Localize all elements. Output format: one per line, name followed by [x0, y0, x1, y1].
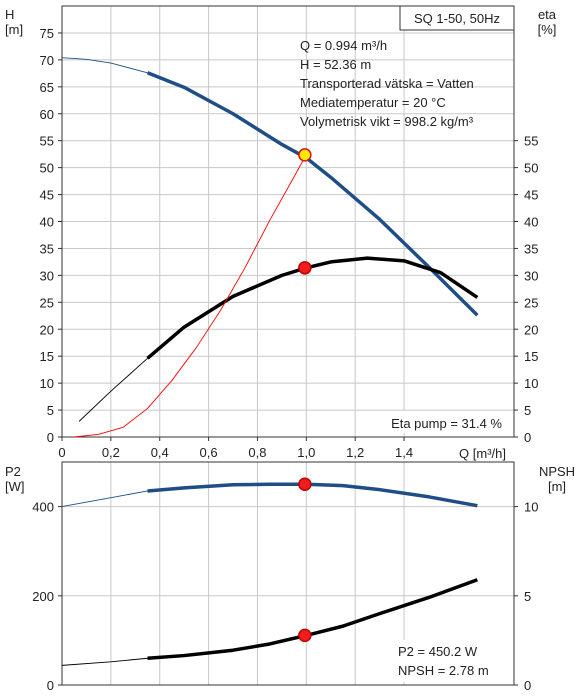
x-tick-label: 0,4 [151, 445, 169, 460]
y-right-tick-label: 20 [524, 322, 538, 337]
x-tick-label: 0,8 [248, 445, 266, 460]
y-right-tick-label: 25 [524, 295, 538, 310]
eta-label-background [370, 411, 510, 433]
y-left-tick-label: 40 [40, 215, 54, 230]
y-left-tick-label: 200 [32, 589, 54, 604]
bottom-y-right-label-1: NPSH [539, 464, 575, 479]
x-tick-label: 0,6 [200, 445, 218, 460]
series-line-extrapolated [78, 358, 148, 422]
info-line-liquid: Transporterad vätska = Vatten [300, 76, 474, 91]
bottom-series [61, 482, 478, 666]
x-tick-label: 1,2 [346, 445, 364, 460]
bottom-y-left-label-2: [W] [5, 479, 25, 494]
y-left-tick-label: 0 [47, 678, 54, 693]
y-right-tick-label: 0 [524, 430, 531, 445]
y-left-tick-label: 5 [47, 403, 54, 418]
bottom-plot-frame [61, 461, 515, 686]
top-y-left-label-2: [m] [5, 22, 23, 37]
chart-title: SQ 1-50, 50Hz [414, 11, 500, 26]
chart-title-box [399, 5, 515, 31]
y-left-tick-label: 65 [40, 80, 54, 95]
info-line-q: Q = 0.994 m³/h [300, 38, 387, 53]
y-right-tick-label: 45 [524, 188, 538, 203]
y-right-tick-label: 10 [524, 500, 538, 515]
head-efficiency-chart: 0 0,2 0,4 0,6 0,8 1,0 1,2 1,4 0 5 10 15 20 25 30 35 40 4… [5, 5, 557, 461]
y-right-tick-label: 10 [524, 376, 538, 391]
top-y-left-label-1: H [5, 7, 14, 22]
bottom-y-left-label-1: P2 [5, 464, 21, 479]
top-x-axis-label: Q [m³/h] [459, 446, 506, 461]
series-line [147, 482, 478, 508]
top-y-left-tick-labels: 0 5 10 15 20 25 30 35 40 45 50 55 60 65 70 75 [40, 26, 62, 445]
y-left-tick-label: 55 [40, 134, 54, 149]
y-left-tick-label: 30 [40, 268, 54, 283]
x-tick-label: 0 [58, 445, 65, 460]
operating-point-marker [298, 628, 312, 643]
y-right-tick-label: 35 [524, 241, 538, 256]
bottom-y-left-tick-labels: 0 200 400 [32, 500, 62, 693]
y-right-tick-label: 15 [524, 349, 538, 364]
info-line-h: H = 52.36 m [300, 57, 371, 72]
y-right-tick-label: 50 [524, 161, 538, 176]
y-right-tick-label: 40 [524, 215, 538, 230]
top-markers [298, 148, 312, 275]
y-right-tick-label: 30 [524, 268, 538, 283]
top-y-right-tick-labels: 0 5 10 15 20 25 30 35 40 45 50 55 [514, 134, 538, 445]
y-left-tick-label: 70 [40, 53, 54, 68]
series-line [146, 256, 479, 360]
y-left-tick-label: 35 [40, 241, 54, 256]
top-grid [62, 6, 514, 437]
power-npsh-chart: 0 200 400 0 5 10 P2 [W] NPSH [m] P2 = 450.2 … [5, 461, 575, 693]
top-x-tick-labels: 0 0,2 0,4 0,6 0,8 1,0 1,2 1,4 [58, 437, 413, 460]
bottom-y-right-tick-labels: 0 5 10 [514, 500, 538, 693]
info-line-density: Volymetrisk vikt = 998.2 kg/m³ [300, 114, 474, 129]
y-left-tick-label: 0 [47, 430, 54, 445]
y-left-tick-label: 25 [40, 295, 54, 310]
operating-point-marker [298, 477, 312, 491]
y-right-tick-label: 5 [524, 403, 531, 418]
y-right-tick-label: 5 [524, 589, 531, 604]
series-line-extrapolated [61, 490, 148, 508]
series-line-extrapolated [61, 57, 148, 74]
operating-point-marker [298, 261, 312, 275]
y-left-tick-label: 10 [40, 376, 54, 391]
operating-point-marker [298, 148, 312, 162]
y-left-tick-label: 45 [40, 188, 54, 203]
y-left-tick-label: 75 [40, 26, 54, 41]
y-left-tick-label: 60 [40, 107, 54, 122]
y-left-tick-label: 15 [40, 349, 54, 364]
y-left-tick-label: 400 [32, 500, 54, 515]
y-left-tick-label: 50 [40, 161, 54, 176]
series-line-extrapolated [61, 657, 148, 666]
info-line-npsh: NPSH = 2.78 m [398, 663, 489, 678]
bottom-markers [298, 477, 312, 643]
top-y-right-label-1: eta [538, 7, 557, 22]
bottom-y-right-label-2: [m] [548, 479, 566, 494]
info-line-temperature: Mediatemperatur = 20 °C [300, 95, 446, 110]
y-left-tick-label: 20 [40, 322, 54, 337]
bottom-info-background [392, 640, 510, 682]
x-tick-label: 0,2 [102, 445, 120, 460]
top-y-right-label-2: [%] [538, 22, 557, 37]
eta-pump-label: Eta pump = 31.4 % [391, 416, 502, 431]
series-line-thin [74, 154, 307, 438]
x-tick-label: 1,4 [395, 445, 413, 460]
info-line-p2: P2 = 450.2 W [398, 644, 478, 659]
y-right-tick-label: 0 [524, 678, 531, 693]
x-tick-label: 1,0 [297, 445, 315, 460]
y-right-tick-label: 55 [524, 134, 538, 149]
